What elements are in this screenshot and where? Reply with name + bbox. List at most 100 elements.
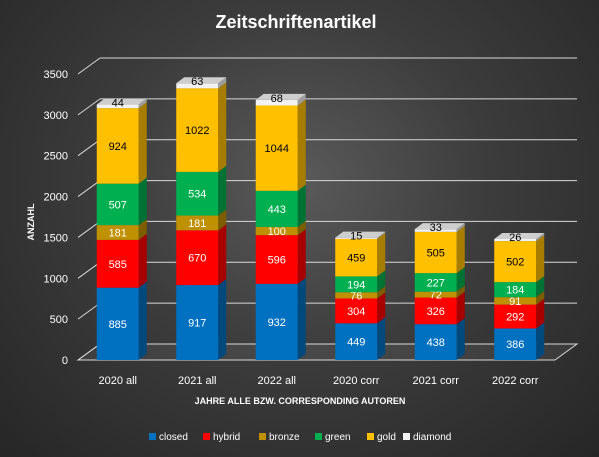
data-label: 326 <box>427 306 445 318</box>
legend: closed hybrid bronze green gold diamond <box>149 432 451 443</box>
x-tick-label: 2021 corr <box>413 375 460 387</box>
y-tick-label: 500 <box>50 314 68 326</box>
bar-stack: 885 585 181 507 924 44 <box>96 98 147 360</box>
y-tick-label: 2000 <box>44 192 68 204</box>
legend-swatch <box>149 433 156 440</box>
x-tick-label: 2022 all <box>257 375 296 387</box>
legend-label: diamond <box>413 432 451 443</box>
data-label: 502 <box>506 257 524 269</box>
bar-segment-hybrid: 670 <box>176 224 227 286</box>
x-axis-title: JAHRE ALLE BZW. CORRESPONDING AUTOREN <box>195 396 406 406</box>
gridline <box>77 139 577 157</box>
legend-item-hybrid: hybrid <box>203 432 240 443</box>
chart-title: Zeitschriftenartikel <box>215 12 376 32</box>
y-tick-label: 3000 <box>44 110 68 122</box>
y-axis: 0 500 1000 1500 2000 2500 3000 3500 <box>44 69 68 367</box>
y-tick-label: 1000 <box>44 273 68 285</box>
data-label: 885 <box>109 319 127 331</box>
data-label: 1022 <box>185 125 209 137</box>
legend-label: closed <box>159 432 188 443</box>
bar-segment-green: 184 <box>494 276 545 298</box>
bar-segment-green: 227 <box>414 267 465 292</box>
legend-swatch <box>367 433 374 440</box>
legend-swatch <box>403 433 410 440</box>
bar-segment-gold: 1044 <box>255 99 306 191</box>
x-tick-label: 2021 all <box>178 375 217 387</box>
data-label: 194 <box>347 279 365 291</box>
gridline <box>77 180 577 197</box>
data-label: 227 <box>427 277 445 289</box>
data-label: 507 <box>109 199 127 211</box>
data-label: 505 <box>427 248 445 260</box>
bar-segment-bronze: 181 <box>96 219 147 240</box>
legend-item-green: green <box>315 432 351 443</box>
data-label: 438 <box>427 337 445 349</box>
data-label: 459 <box>347 253 365 265</box>
bar-segment-diamond: 26 <box>494 232 545 244</box>
data-label: 917 <box>188 318 206 330</box>
data-label: 181 <box>109 227 127 239</box>
bars: 885 585 181 507 924 44 917 670 181 534 1022 63 932 59… <box>96 76 545 360</box>
legend-label: green <box>325 432 351 443</box>
data-label: 184 <box>506 285 524 297</box>
y-axis-title: ANZAHL <box>26 203 36 240</box>
data-label: 932 <box>268 317 286 329</box>
x-tick-label: 2020 all <box>98 375 137 387</box>
bar-segment-closed: 885 <box>96 281 147 360</box>
data-label: 100 <box>268 226 286 238</box>
gridline <box>77 57 577 75</box>
data-label: 449 <box>347 337 365 349</box>
y-tick-label: 1500 <box>44 232 68 244</box>
data-label: 33 <box>430 222 442 234</box>
data-label: 15 <box>350 231 362 243</box>
y-tick-label: 0 <box>62 355 68 367</box>
x-tick-label: 2020 corr <box>333 375 380 387</box>
bar-segment-bronze: 181 <box>176 209 227 231</box>
bar-segment-gold: 502 <box>494 235 545 283</box>
bar-segment-bronze: 100 <box>255 220 306 238</box>
data-label: 386 <box>506 339 524 351</box>
data-label: 76 <box>350 290 362 302</box>
data-label: 44 <box>112 98 124 110</box>
bar-segment-diamond: 63 <box>176 76 227 89</box>
bar-segment-closed: 438 <box>414 318 465 360</box>
bar-segment-bronze: 72 <box>414 285 465 302</box>
legend-item-diamond: diamond <box>403 432 451 443</box>
data-label: 181 <box>188 218 206 230</box>
bar-segment-hybrid: 585 <box>96 233 147 288</box>
data-label: 443 <box>268 204 286 216</box>
y-tick-label: 2500 <box>44 151 68 163</box>
bar-segment-gold: 1022 <box>176 82 227 172</box>
bar-segment-gold: 924 <box>96 102 147 184</box>
legend-item-bronze: bronze <box>259 432 300 443</box>
bar-segment-closed: 932 <box>255 277 306 360</box>
bar-segment-hybrid: 304 <box>335 292 386 324</box>
bar-segment-closed: 386 <box>494 322 545 360</box>
bar-segment-diamond: 15 <box>335 231 386 243</box>
bar-segment-green: 443 <box>255 184 306 227</box>
x-axis: 2020 all 2021 all 2022 all 2020 corr 2021 co… <box>98 375 538 387</box>
bar-segment-closed: 449 <box>335 317 386 360</box>
data-label: 292 <box>506 312 524 324</box>
bar-segment-diamond: 33 <box>414 222 465 234</box>
legend-label: hybrid <box>213 432 240 443</box>
legend-label: gold <box>377 432 396 443</box>
data-label: 924 <box>109 141 127 153</box>
x-tick-label: 2022 corr <box>492 375 539 387</box>
bar-segment-bronze: 76 <box>335 286 386 302</box>
bar-segment-bronze: 91 <box>494 291 545 308</box>
legend-item-gold: gold <box>367 432 396 443</box>
bar-segment-hybrid: 596 <box>255 229 306 284</box>
data-label: 72 <box>430 290 442 302</box>
bar-segment-hybrid: 326 <box>414 291 465 325</box>
legend-swatch <box>315 433 322 440</box>
bar-segment-green: 534 <box>176 165 227 216</box>
bar-segment-closed: 917 <box>176 279 227 360</box>
bar-stack: 932 596 100 443 1044 68 <box>255 93 306 360</box>
legend-swatch <box>259 433 266 440</box>
bar-segment-gold: 459 <box>335 232 386 277</box>
